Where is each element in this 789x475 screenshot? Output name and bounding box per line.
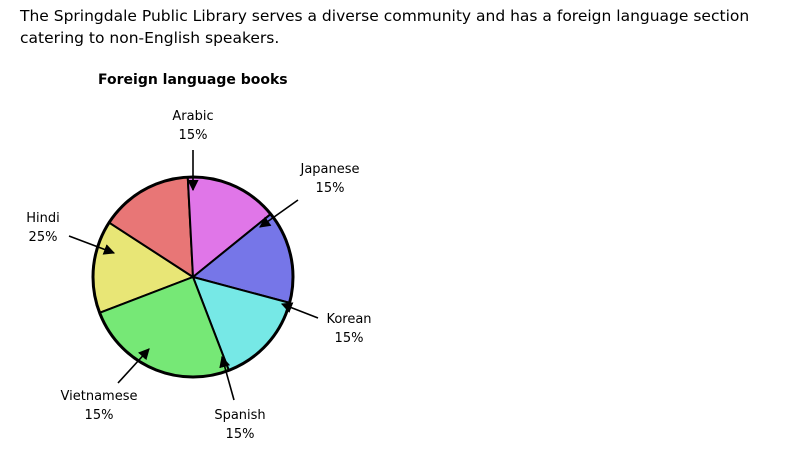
slice-label-hindi: Hindi [26,211,60,226]
label-arrow-spanish [219,355,235,401]
slice-label-vietnamese: Vietnamese [61,389,138,404]
chart-title: Foreign language books [98,72,288,88]
slice-label-spanish: Spanish [214,408,265,423]
slice-value-japanese: 15% [316,181,345,196]
slice-value-arabic: 15% [179,128,208,143]
slice-value-hindi: 25% [29,230,58,245]
label-arrow-japanese [259,199,299,228]
label-arrow-hindi [68,235,116,255]
intro-text: The Springdale Public Library serves a d… [20,7,750,47]
slice-label-korean: Korean [326,312,371,327]
label-arrow-vietnamese [117,348,150,384]
slice-value-vietnamese: 15% [85,408,114,423]
slice-label-japanese: Japanese [299,162,359,177]
label-arrow-korean [280,302,319,319]
slice-value-spanish: 15% [226,427,255,442]
slice-label-arabic: Arabic [172,109,213,124]
slice-value-korean: 15% [335,331,364,346]
